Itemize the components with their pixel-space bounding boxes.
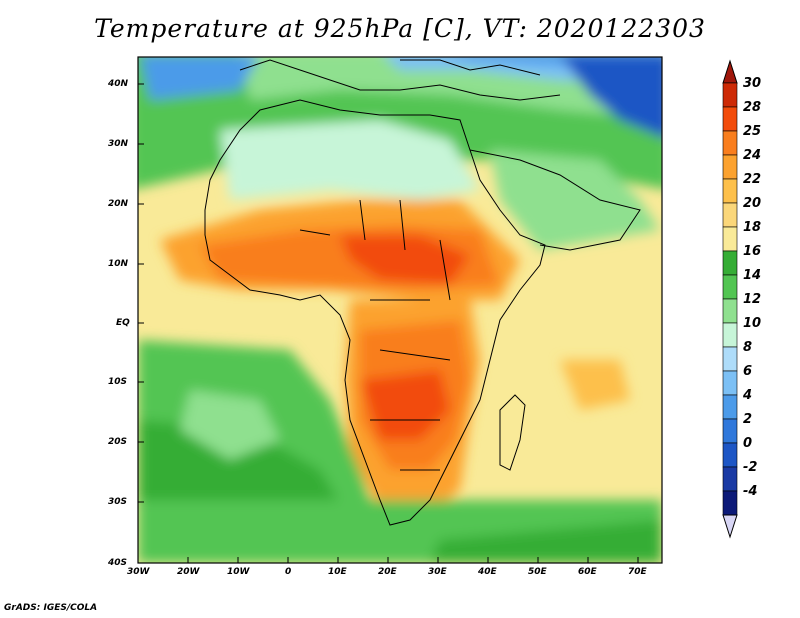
colorbar-label-8: 8 [743, 340, 753, 355]
colorbar-segment [722, 394, 738, 420]
colorbar-segment [722, 466, 738, 492]
grads-credit: GrADS: IGES/COLA [4, 603, 98, 613]
colorbar-label-minus2: -2 [743, 460, 758, 475]
colorbar-segment [722, 346, 738, 372]
lon-label-10e: 10E [328, 567, 347, 577]
colorbar-label-2: 2 [743, 412, 753, 427]
lat-label-10n: 10N [108, 259, 129, 269]
colorbar-label-30: 30 [743, 76, 762, 91]
colorbar-under-triangle [722, 514, 738, 539]
colorbar-label-25: 25 [743, 124, 762, 139]
colorbar-segment [722, 298, 738, 324]
colorbar-segment [722, 442, 738, 468]
lon-label-60e: 60E [578, 567, 597, 577]
lat-label-30s: 30S [108, 497, 128, 507]
colorbar-segment [722, 418, 738, 444]
lat-label-40s: 40S [108, 558, 128, 568]
colorbar-label-22: 22 [743, 172, 762, 187]
colorbar-label-6: 6 [743, 364, 753, 379]
colorbar-label-10: 10 [743, 316, 762, 331]
lat-label-eq: EQ [116, 318, 130, 328]
colorbar-label-minus4: -4 [743, 484, 758, 499]
colorbar-label-12: 12 [743, 292, 762, 307]
colorbar-segment [722, 106, 738, 132]
colorbar-segment [722, 130, 738, 156]
colorbar-segment [722, 370, 738, 396]
colorbar-segment [722, 178, 738, 204]
temperature-field [138, 57, 662, 563]
colorbar-segment [722, 274, 738, 300]
lon-label-50e: 50E [528, 567, 547, 577]
lon-label-20w: 20W [177, 567, 200, 577]
colorbar-label-14: 14 [743, 268, 762, 283]
colorbar-segment [722, 322, 738, 348]
lat-label-10s: 10S [108, 377, 128, 387]
colorbar-segment [722, 202, 738, 228]
colorbar-label-18: 18 [743, 220, 762, 235]
lon-label-40e: 40E [478, 567, 497, 577]
colorbar-segment [722, 490, 738, 516]
colorbar-segment [722, 154, 738, 180]
lon-label-10w: 10W [227, 567, 250, 577]
lat-label-20s: 20S [108, 437, 128, 447]
axis-ticks [138, 83, 639, 564]
lon-label-30w: 30W [127, 567, 150, 577]
colorbar-label-4: 4 [743, 388, 753, 403]
lon-label-70e: 70E [628, 567, 647, 577]
lon-label-20e: 20E [378, 567, 397, 577]
colorbar-label-16: 16 [743, 244, 762, 259]
colorbar [722, 59, 738, 539]
colorbar-label-24: 24 [743, 148, 762, 163]
colorbar-label-0: 0 [743, 436, 753, 451]
coastlines [204, 59, 641, 526]
colorbar-segment [722, 82, 738, 108]
plot-frame [137, 56, 663, 564]
colorbar-segment [722, 250, 738, 276]
lat-label-30n: 30N [108, 139, 129, 149]
lon-label-30e: 30E [428, 567, 447, 577]
colorbar-label-20: 20 [743, 196, 762, 211]
lat-label-40n: 40N [108, 79, 129, 89]
lat-label-20n: 20N [108, 199, 129, 209]
colorbar-label-28: 28 [743, 100, 762, 115]
colorbar-segment [722, 226, 738, 252]
map-title: Temperature at 925hPa [C], VT: 202012230… [94, 14, 706, 43]
lon-label-0: 0 [285, 567, 292, 577]
colorbar-over-triangle [722, 59, 738, 84]
